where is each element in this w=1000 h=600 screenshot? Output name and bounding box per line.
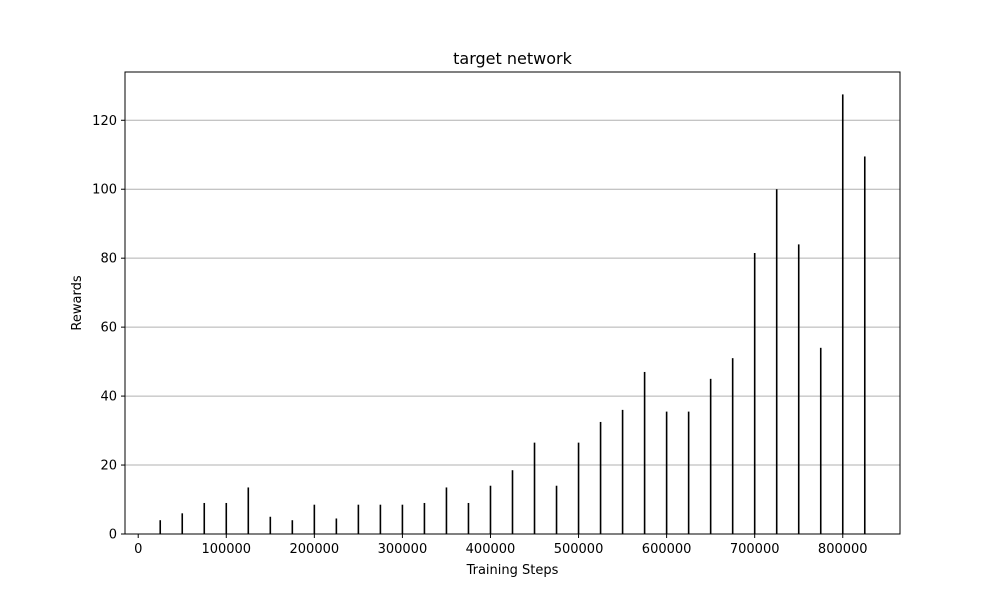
bar	[863, 156, 866, 534]
bar	[159, 520, 162, 534]
bar	[621, 409, 624, 534]
bar	[577, 442, 580, 534]
x-axis-ticks: 0 100000 200000 300000 400000 500000 600000 700…	[134, 534, 868, 557]
bar	[775, 189, 778, 534]
x-tick-label: 100000	[201, 542, 251, 557]
y-tick-label: 100	[92, 183, 117, 198]
bar	[225, 502, 228, 534]
x-tick-label: 200000	[290, 542, 340, 557]
bar	[357, 504, 360, 534]
x-tick-label: 600000	[642, 542, 692, 557]
bar	[291, 520, 294, 534]
y-axis-label: Rewards	[70, 275, 85, 330]
bar	[665, 411, 668, 534]
bar	[489, 485, 492, 534]
bar	[467, 502, 470, 534]
bar	[533, 442, 536, 534]
bar	[401, 504, 404, 534]
bar	[203, 502, 206, 534]
y-axis-ticks: 0 20 40 60 80 100 120	[92, 114, 125, 543]
bar	[599, 421, 602, 534]
bar	[841, 94, 844, 534]
x-tick-label: 400000	[466, 542, 516, 557]
bar	[797, 244, 800, 534]
bar	[709, 378, 712, 534]
bar	[643, 371, 646, 534]
bar	[753, 253, 756, 535]
bar	[731, 358, 734, 534]
y-tick-label: 120	[92, 114, 117, 129]
gridlines	[125, 119, 900, 466]
y-tick-label: 0	[109, 528, 117, 543]
bars	[159, 94, 866, 535]
bar	[181, 513, 184, 534]
bar	[247, 487, 250, 534]
chart-title: target network	[453, 49, 572, 68]
x-tick-label: 300000	[378, 542, 428, 557]
bar	[423, 502, 426, 534]
y-tick-label: 80	[100, 252, 117, 267]
bar	[313, 504, 316, 534]
bar	[819, 347, 822, 534]
x-tick-label: 500000	[554, 542, 604, 557]
bar	[511, 470, 514, 534]
bar	[555, 485, 558, 534]
y-tick-label: 40	[100, 390, 117, 405]
bar	[445, 487, 448, 534]
y-tick-label: 20	[100, 459, 117, 474]
x-tick-label: 800000	[818, 542, 868, 557]
x-tick-label: 0	[134, 542, 142, 557]
x-axis-label: Training Steps	[466, 563, 559, 578]
y-tick-label: 60	[100, 321, 117, 336]
bar	[335, 518, 338, 534]
plot-frame	[124, 71, 901, 535]
bar	[687, 411, 690, 534]
bar	[379, 504, 382, 534]
x-tick-label: 700000	[730, 542, 780, 557]
bar	[269, 516, 272, 534]
